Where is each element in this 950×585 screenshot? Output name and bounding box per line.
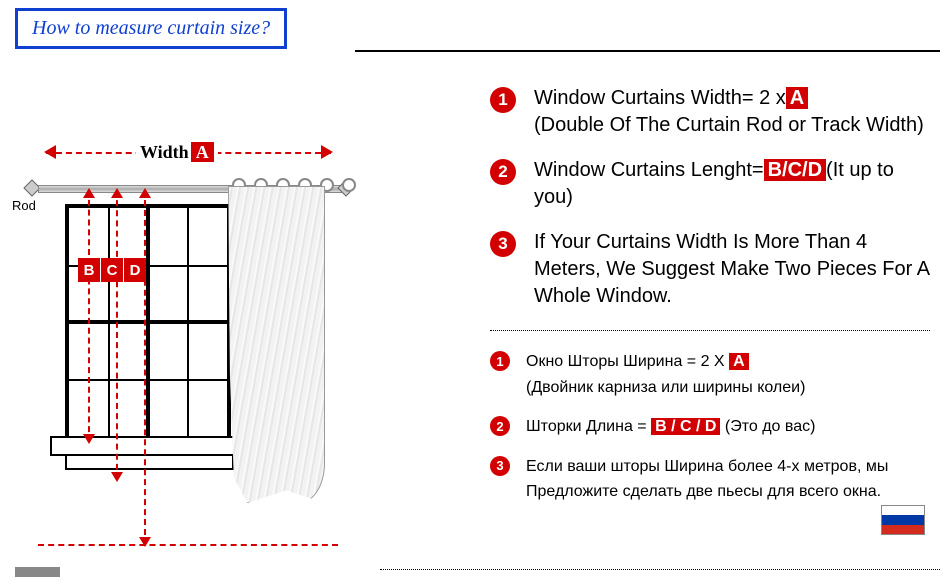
- dimension-C: [116, 190, 118, 480]
- bottom-tab: [15, 567, 60, 577]
- width-label: WidthA: [136, 142, 218, 163]
- num-badge: 1: [490, 351, 510, 371]
- chip-BCD-ru: B / C / D: [651, 418, 720, 435]
- title-box: How to measure curtain size?: [15, 8, 287, 49]
- instructions: 1 Window Curtains Width= 2 xA (Double Of…: [490, 85, 930, 519]
- num-badge: 3: [490, 456, 510, 476]
- top-rule: [355, 50, 940, 52]
- floor-line: [38, 544, 338, 546]
- num-badge: 2: [490, 159, 516, 185]
- window-apron: [65, 454, 234, 470]
- width-dimension: WidthA: [46, 140, 331, 170]
- width-letter-chip: A: [191, 142, 214, 162]
- num-badge: 1: [490, 87, 516, 113]
- rod-label: Rod: [12, 198, 36, 213]
- chip-BCD: B/C/D: [764, 159, 826, 181]
- chip-A-ru: A: [729, 353, 749, 370]
- bottom-rule: [380, 569, 940, 570]
- instruction-ru-2: 2 Шторки Длина = B / C / D (Это до вас): [490, 414, 930, 440]
- russia-flag-icon: [881, 505, 925, 535]
- instruction-ru-3: 3 Если ваши шторы Ширина более 4-х метро…: [490, 454, 930, 505]
- num-badge: 2: [490, 416, 510, 436]
- chip-A: A: [786, 87, 808, 109]
- bcd-labels: B C D: [78, 258, 146, 282]
- dimension-D: [144, 190, 146, 545]
- separator: [490, 330, 930, 331]
- instruction-en-2: 2 Window Curtains Lenght=B/C/D(It up to …: [490, 157, 930, 211]
- curtain-panel: [228, 186, 325, 503]
- window-sill: [50, 436, 249, 456]
- instruction-en-1: 1 Window Curtains Width= 2 xA (Double Of…: [490, 85, 930, 139]
- dimension-B: [88, 190, 90, 442]
- num-badge: 3: [490, 231, 516, 257]
- instruction-ru-1: 1 Окно Шторы Ширина = 2 X A (Двойник кар…: [490, 349, 930, 400]
- instruction-en-3: 3 If Your Curtains Width Is More Than 4 …: [490, 229, 930, 310]
- window-diagram: WidthA Rod B C D: [10, 130, 345, 550]
